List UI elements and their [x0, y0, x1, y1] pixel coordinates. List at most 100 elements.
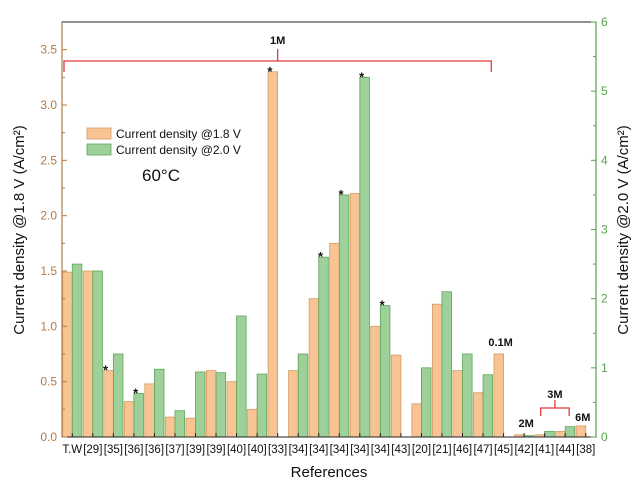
bar-1-8v-1 — [82, 270, 94, 438]
label-3m: 3M — [547, 389, 562, 401]
annotations: 1M 0.1M 2M 3M 6M — [63, 35, 590, 430]
bar-1-8v-14 — [349, 193, 361, 438]
bar-1-8v-5 — [164, 416, 176, 438]
star-mark-6: * — [380, 298, 386, 313]
legend-label-2-0v: Current density @2.0 V — [116, 143, 241, 157]
x-tick-label-19: [46] — [453, 444, 472, 456]
x-tick-label-12: [34] — [309, 444, 328, 456]
x-axis-title: References — [291, 464, 368, 481]
bar-2-0v-23 — [544, 431, 555, 438]
bar-2-0v-1 — [92, 270, 103, 438]
bar-1-8v-19 — [452, 370, 463, 438]
bar-2-0v-20 — [482, 374, 494, 438]
right-tick-label-4: 4 — [601, 153, 608, 167]
star-mark-1: * — [133, 385, 139, 400]
legend-swatch-1-8v — [86, 127, 112, 140]
bar-2-0v-17 — [421, 367, 432, 438]
bar-2-0v-9 — [256, 373, 268, 438]
bar-2-0v-5 — [174, 410, 185, 438]
star-mark-3: * — [318, 249, 324, 264]
x-tick-label-16: [43] — [391, 444, 410, 456]
x-tick-label-17: [20] — [412, 444, 431, 456]
x-tick-label-0: T.W — [62, 444, 82, 456]
x-tick-label-8: [40] — [227, 444, 246, 456]
x-tick-label-24: [44] — [556, 444, 575, 456]
plot-frame — [61, 21, 597, 438]
right-tick-label-5: 5 — [601, 84, 608, 98]
x-tick-label-3: [36] — [124, 444, 143, 456]
bracket-1m — [63, 49, 492, 72]
x-tick-label-13: [34] — [330, 444, 349, 456]
bar-1-8v-0 — [62, 271, 73, 438]
bar-2-0v-2 — [112, 353, 124, 438]
left-tick-label-3: 1.5 — [40, 264, 57, 278]
label-6m: 6M — [575, 412, 590, 424]
bar-1-8v-17 — [411, 403, 422, 438]
left-tick-label-2: 1.0 — [40, 319, 57, 333]
x-tick-label-2: [35] — [104, 444, 123, 456]
bar-2-0v-19 — [462, 353, 473, 438]
left-tick-label-4: 2.0 — [40, 209, 57, 223]
x-tick-label-10: [33] — [268, 444, 287, 456]
bar-2-0v-13 — [338, 194, 350, 438]
x-tick-label-15: [34] — [371, 444, 390, 456]
bar-1-8v-8 — [226, 381, 237, 438]
bar-1-8v-18 — [431, 303, 443, 438]
x-tick-labels: T.W [29] [35] [36] [36] [37] [39] [39] [40] [40][… — [62, 433, 595, 456]
x-tick-label-7: [39] — [206, 444, 225, 456]
x-tick-label-9: [40] — [248, 444, 267, 456]
bar-1-8v-11 — [288, 370, 299, 438]
star-mark-0: * — [103, 363, 109, 378]
bar-2-0v-14 — [359, 76, 370, 438]
x-tick-label-11: [34] — [289, 444, 308, 456]
label-1m: 1M — [270, 35, 285, 47]
bar-2-0v-24 — [564, 426, 576, 438]
left-tick-label-6: 3.0 — [40, 98, 57, 112]
temperature-label: 60°C — [142, 166, 180, 185]
left-tick-label-5: 2.5 — [40, 153, 57, 167]
x-tick-label-18: [21] — [432, 444, 451, 456]
legend-swatch-2-0v — [86, 143, 112, 156]
label-0-1m: 0.1M — [488, 337, 512, 349]
bar-2-0v-8 — [236, 315, 247, 438]
bar-1-8v-20 — [473, 392, 484, 438]
bracket-3m — [540, 400, 570, 416]
bar-2-0v-0 — [71, 263, 83, 438]
left-tick-label-7: 3.5 — [40, 43, 57, 57]
bar-1-8v-25 — [575, 425, 587, 438]
bar-1-8v-15 — [370, 325, 381, 438]
right-tick-label-0: 0 — [601, 430, 608, 444]
left-y-axis: 0.0 0.5 1.0 1.5 2.0 2.5 3.0 3.5 — [40, 22, 67, 444]
bar-1-8v-4 — [144, 383, 155, 438]
bar-2-0v-15 — [379, 305, 391, 438]
bar-2-0v-7 — [215, 372, 227, 438]
bar-2-0v-18 — [441, 291, 452, 438]
bar-1-8v-12 — [308, 298, 320, 438]
bar-2-0v-6 — [195, 371, 206, 438]
right-y-axis: 0 1 2 3 4 5 6 — [591, 15, 608, 444]
legend: Current density @1.8 V Current density @… — [86, 127, 241, 157]
bar-1-8v-9 — [247, 408, 258, 438]
x-tick-label-25: [38] — [576, 444, 595, 456]
left-tick-label-1: 0.5 — [40, 375, 57, 389]
star-mark-4: * — [339, 187, 345, 202]
x-tick-label-20: [47] — [473, 444, 492, 456]
legend-label-1-8v: Current density @1.8 V — [116, 127, 241, 141]
star-mark-5: * — [359, 69, 365, 84]
left-y-axis-title: Current density @1.8 V (A/cm²) — [11, 125, 28, 334]
bars-2-0v — [71, 76, 576, 438]
bar-1-8v-13 — [329, 242, 340, 438]
x-tick-label-14: [34] — [350, 444, 369, 456]
bar-1-8v-2 — [103, 370, 114, 438]
star-mark-2: * — [267, 64, 273, 79]
star-marks: * * * * * * * — [103, 64, 386, 401]
bar-2-0v-12 — [318, 256, 329, 438]
bar-2-0v-4 — [154, 368, 165, 438]
bar-2-0v-11 — [297, 353, 309, 438]
right-tick-label-1: 1 — [601, 361, 608, 375]
bar-1-8v-6 — [185, 417, 196, 438]
right-tick-label-6: 6 — [601, 15, 608, 29]
x-tick-label-4: [36] — [145, 444, 164, 456]
left-tick-label-0: 0.0 — [40, 430, 57, 444]
